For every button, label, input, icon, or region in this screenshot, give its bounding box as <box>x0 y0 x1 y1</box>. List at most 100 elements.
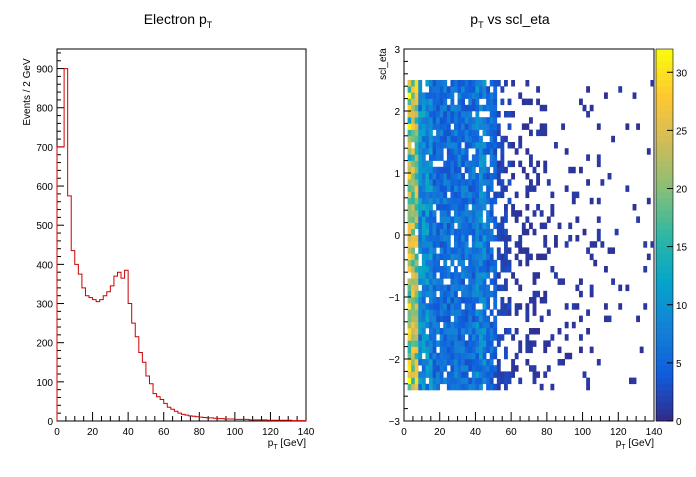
heatmap-cell <box>464 328 469 335</box>
color-scale-band <box>656 80 673 87</box>
heatmap-cell <box>411 191 416 199</box>
heatmap-cell <box>411 228 416 236</box>
heatmap-cell <box>504 383 508 391</box>
heatmap-cell <box>493 278 498 285</box>
heatmap-cell <box>436 191 441 199</box>
heatmap-cell <box>429 142 433 149</box>
heatmap-cell <box>414 278 419 285</box>
heatmap-cell <box>486 340 491 347</box>
heatmap-cell <box>418 216 423 223</box>
heatmap-cell <box>525 303 530 310</box>
heatmap-cell <box>407 253 412 261</box>
heatmap-cell <box>479 173 483 180</box>
heatmap-cell <box>500 142 505 149</box>
heatmap-cell <box>468 92 473 99</box>
heatmap-cell <box>425 278 430 285</box>
heatmap-cell <box>486 377 491 385</box>
heatmap-cell <box>421 92 426 99</box>
heatmap-cell <box>461 340 466 347</box>
heatmap-cell <box>436 179 441 186</box>
heatmap-cell <box>454 135 458 143</box>
heatmap-cell <box>443 253 448 261</box>
heatmap-cell <box>486 222 491 230</box>
histogram-ylabel: Events / 2 GeV <box>22 58 33 126</box>
heatmap-cell <box>454 352 458 360</box>
heatmap-cell <box>429 166 433 174</box>
heatmap-cell <box>464 142 469 149</box>
color-scale-band <box>656 315 673 323</box>
heatmap-cell <box>446 371 451 378</box>
heatmap-cell <box>596 359 601 366</box>
heatmap-cell <box>493 80 498 87</box>
heatmap-cell <box>454 117 458 124</box>
color-scale-band <box>656 61 673 68</box>
heatmap-cell <box>532 185 537 192</box>
heatmap-cell <box>418 297 423 304</box>
heatmap-cell <box>425 104 430 112</box>
color-scale-band <box>656 272 673 279</box>
heatmap-cell <box>407 129 412 137</box>
heatmap-cell <box>471 383 476 391</box>
heatmap-cell <box>436 377 441 385</box>
heatmap-cell <box>432 166 437 174</box>
heatmap-cell <box>479 309 483 316</box>
heatmap-cell <box>493 191 498 199</box>
heatmap-cell <box>479 166 483 174</box>
heatmap-cell <box>464 340 469 347</box>
heatmap-cell <box>464 266 469 273</box>
color-scale-band <box>656 135 673 143</box>
heatmap-cell <box>439 359 444 366</box>
heatmap-cell <box>532 272 537 279</box>
heatmap-cell <box>421 340 426 347</box>
heatmap-cell <box>468 135 473 143</box>
heatmap-cell <box>500 235 505 242</box>
heatmap-cell <box>464 204 469 211</box>
heatmap-cell <box>439 197 444 205</box>
heatmap-cell <box>468 253 473 261</box>
heatmap-cell <box>425 111 430 118</box>
heatmap-cell <box>443 191 448 199</box>
heatmap-cell <box>543 166 548 174</box>
heatmap-cell <box>529 253 533 261</box>
heatmap-cell <box>471 160 476 168</box>
heatmap-cell <box>432 297 437 304</box>
heatmap-cell <box>482 166 487 174</box>
heatmap-cell <box>507 111 512 118</box>
heatmap-cell <box>493 321 498 329</box>
heatmap-cell <box>461 92 466 99</box>
heatmap-cell <box>471 142 476 149</box>
heatmap-cell <box>486 284 491 292</box>
heatmap-cell <box>414 222 419 230</box>
heatmap-cell <box>507 377 512 385</box>
heatmap-cell <box>418 309 423 316</box>
heatmap-cell <box>436 371 441 378</box>
heatmap-cell <box>493 352 498 360</box>
heatmap-cell <box>471 129 476 137</box>
heatmap-cell <box>564 185 569 192</box>
heatmap-cell <box>425 129 430 137</box>
heatmap-cell <box>439 235 444 242</box>
heatmap-cell <box>546 179 551 186</box>
heatmap-cell <box>421 111 426 118</box>
heatmap-cell <box>407 315 412 323</box>
y-tick-label: 900 <box>36 65 53 76</box>
heatmap-cell <box>457 371 462 378</box>
heatmap-cell <box>514 303 519 310</box>
x-tick-label: 100 <box>574 427 591 438</box>
heatmap-cell <box>482 315 487 323</box>
heatmap-cell <box>457 216 462 223</box>
heatmap-cell <box>475 383 480 391</box>
heatmap-cell <box>436 197 441 205</box>
heatmap-cell <box>464 321 469 329</box>
heatmap-cell <box>479 191 483 199</box>
heatmap-cell <box>414 204 419 211</box>
heatmap-cell <box>418 247 423 254</box>
heatmap-cell <box>418 334 423 341</box>
heatmap-cell <box>486 321 491 329</box>
heatmap-cell <box>425 166 430 174</box>
heatmap-cell <box>464 297 469 304</box>
heatmap-cell <box>407 123 412 130</box>
heatmap-cell <box>471 272 476 279</box>
heatmap-cell <box>450 216 455 223</box>
heatmap-cell <box>611 247 616 254</box>
